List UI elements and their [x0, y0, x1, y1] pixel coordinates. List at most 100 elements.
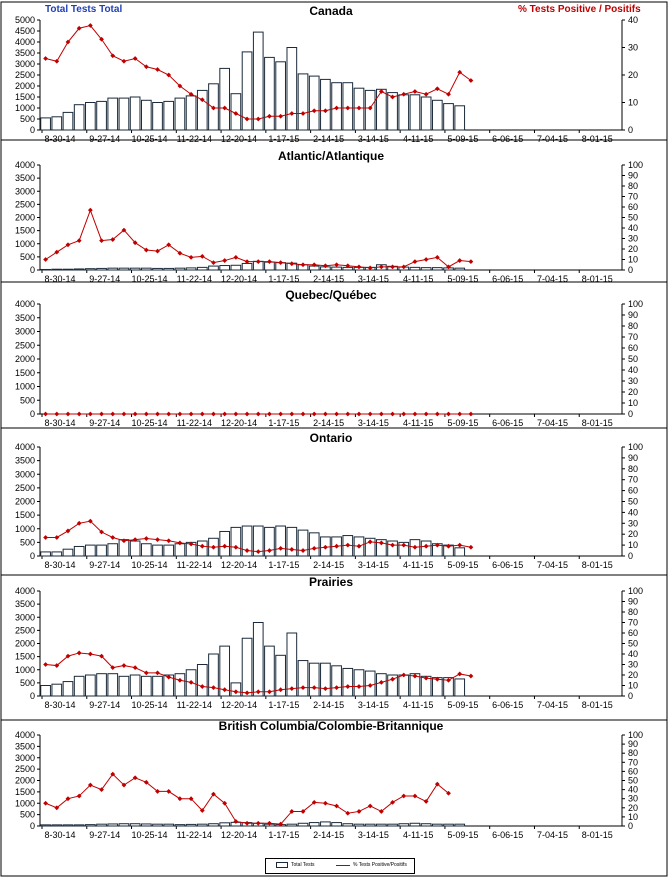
bar: [40, 117, 51, 131]
line-point: [367, 803, 373, 809]
y-tick-label: 1500: [15, 787, 35, 797]
bar: [342, 823, 354, 827]
x-tick-label: 8-30-14: [44, 560, 75, 570]
line-point: [255, 259, 261, 264]
y-tick-label: 1500: [15, 92, 35, 102]
bar: [398, 94, 410, 131]
bar: [297, 822, 309, 827]
line-point: [99, 787, 104, 792]
line-point: [244, 259, 250, 264]
y-tick-label: 0: [30, 821, 35, 831]
y2-tick-label: 20: [628, 70, 638, 80]
chart-title: Atlantic/Atlantique: [278, 149, 384, 163]
x-tick-label: 8-01-15: [582, 274, 613, 284]
bar: [174, 543, 186, 557]
y-tick-label: 2000: [15, 639, 35, 649]
line-point: [255, 689, 261, 695]
y2-tick-label: 20: [628, 803, 638, 813]
line-point: [367, 105, 373, 111]
bar: [308, 75, 320, 131]
y-tick-label: 2000: [15, 776, 35, 786]
line-point: [289, 809, 295, 814]
y-tick-label: 3000: [15, 186, 35, 196]
line-point: [155, 411, 160, 417]
bar: [118, 267, 130, 271]
chart-panel-2: Atlantic/Atlantique050010001500200025003…: [0, 139, 668, 284]
line-point: [233, 411, 239, 417]
bar: [252, 525, 264, 557]
bar: [140, 543, 152, 557]
bar: [230, 526, 242, 557]
line-point: [222, 543, 228, 549]
line-point: [345, 411, 351, 417]
y2-tick-label: 90: [628, 310, 638, 320]
bar: [129, 823, 141, 827]
line-point: [267, 411, 272, 417]
bar: [163, 267, 175, 271]
line-point: [334, 262, 339, 268]
x-tick-label: 11-22-14: [177, 700, 212, 710]
line-point: [222, 800, 228, 806]
bar: [454, 105, 466, 131]
x-tick-label: 3-14-15: [358, 274, 389, 284]
line-point: [143, 670, 149, 676]
x-tick-label: 8-30-14: [44, 134, 75, 144]
y-tick-label: 0: [30, 409, 35, 419]
line-point: [446, 790, 451, 796]
y2-tick-label: 60: [628, 766, 638, 776]
line-point: [267, 113, 272, 119]
x-tick-label: 2-14-15: [313, 418, 344, 428]
bar: [275, 525, 286, 557]
line-point: [99, 529, 104, 535]
x-tick-label: 4-11-15: [403, 274, 433, 284]
bar: [409, 94, 421, 131]
y-tick-label: 3000: [15, 469, 35, 479]
line-point: [143, 779, 149, 785]
bar: [219, 822, 231, 827]
y2-tick-label: 50: [628, 639, 638, 649]
bar: [431, 267, 443, 271]
line-point: [199, 253, 205, 259]
y2-tick-label: 20: [628, 244, 638, 254]
bar: [443, 103, 454, 131]
y-tick-label: 2500: [15, 764, 35, 774]
y2-tick-label: 50: [628, 213, 638, 223]
x-tick-label: 7-04-15: [537, 560, 568, 570]
line-point: [401, 542, 407, 548]
bar: [174, 673, 186, 697]
y2-tick-label: 20: [628, 387, 638, 397]
bar: [431, 823, 443, 827]
line-point: [121, 411, 127, 417]
bar: [107, 267, 119, 271]
y-tick-label: 3500: [15, 48, 35, 58]
percent-positive-line: [45, 773, 449, 825]
bar: [73, 545, 85, 557]
line-point: [233, 111, 239, 116]
bar: [241, 51, 253, 131]
line-point: [323, 686, 328, 692]
bar: [208, 823, 219, 827]
bar: [152, 675, 163, 697]
bar: [409, 266, 421, 271]
y-tick-label: 2000: [15, 497, 35, 507]
line-point: [54, 663, 60, 668]
line-point: [211, 260, 216, 266]
bar: [96, 267, 107, 271]
y-tick-label: 0: [30, 125, 35, 135]
bar: [252, 622, 264, 697]
line-point: [311, 545, 317, 551]
line-point: [222, 258, 228, 263]
x-tick-label: 12-20-14: [221, 418, 257, 428]
bar: [152, 823, 163, 827]
y2-tick-label: 0: [628, 821, 633, 831]
x-tick-label: 9-27-14: [89, 700, 120, 710]
x-tick-label: 4-11-15: [403, 418, 433, 428]
x-tick-label: 4-11-15: [403, 560, 433, 570]
x-tick-label: 7-04-15: [537, 830, 568, 840]
x-tick-label: 5-09-15: [447, 830, 478, 840]
bar: [152, 544, 163, 557]
panel-border: [0, 574, 668, 721]
x-tick-label: 4-11-15: [403, 830, 433, 840]
line-point: [121, 538, 127, 544]
line-point: [155, 789, 160, 794]
